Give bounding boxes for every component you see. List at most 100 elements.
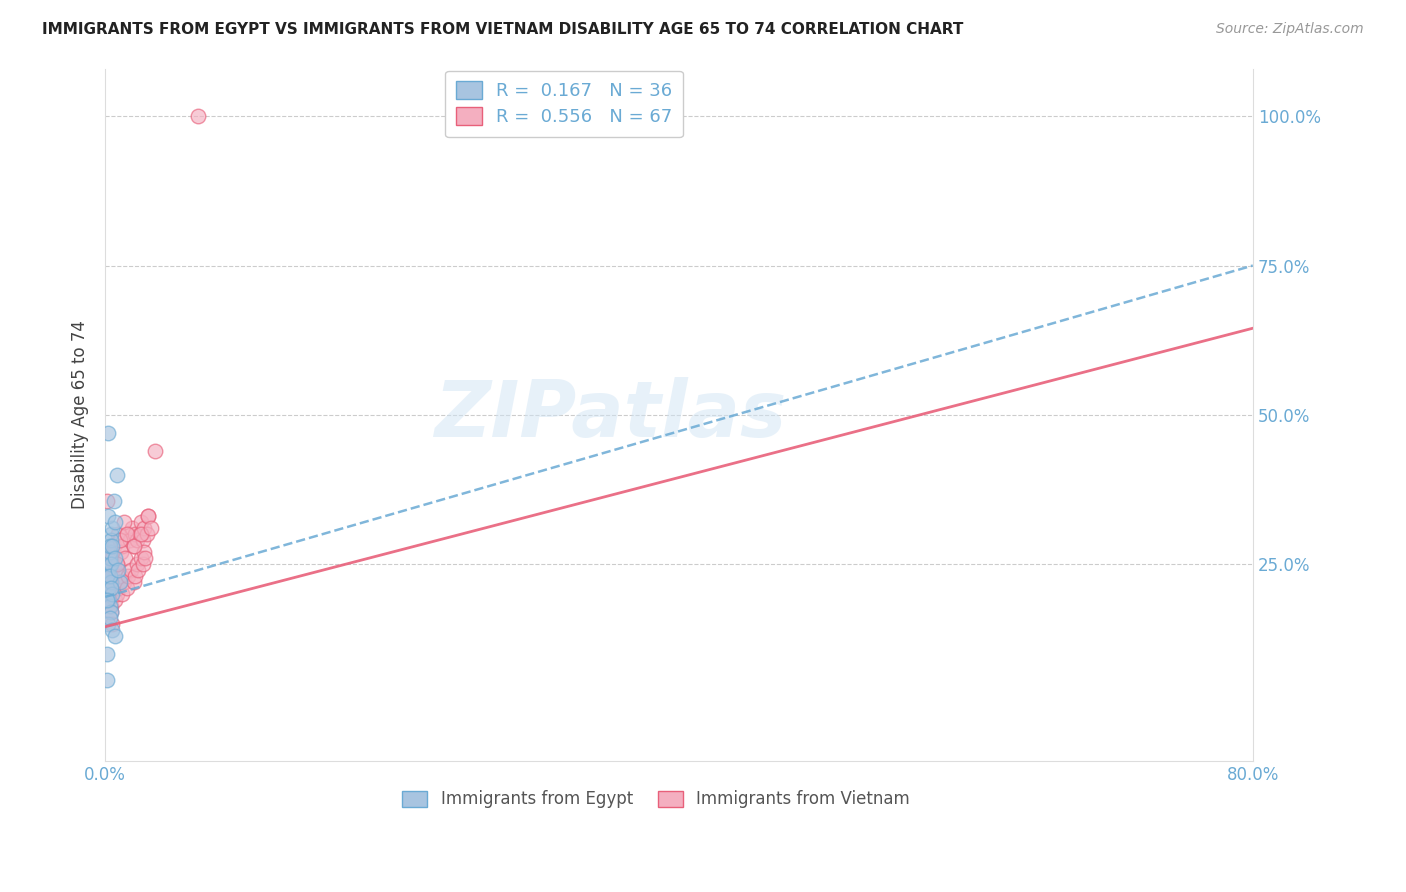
Point: [124, 527, 146, 541]
Point: [122, 539, 145, 553]
Point: [104, 515, 127, 529]
Point: [111, 587, 134, 601]
Point: [120, 563, 142, 577]
Point: [108, 533, 131, 548]
Text: ZIPatlas: ZIPatlas: [434, 376, 786, 453]
Point: [104, 629, 127, 643]
Point: [98, 569, 121, 583]
Point: [98, 574, 121, 589]
Point: [107, 581, 129, 595]
Point: [97, 581, 120, 595]
Point: [98, 539, 121, 553]
Point: [97, 587, 120, 601]
Point: [131, 557, 153, 571]
Point: [97, 425, 120, 440]
Point: [136, 509, 159, 524]
Point: [104, 563, 127, 577]
Point: [101, 551, 124, 566]
Point: [101, 539, 124, 553]
Point: [103, 574, 125, 589]
Y-axis label: Disability Age 65 to 74: Disability Age 65 to 74: [72, 320, 89, 509]
Point: [105, 557, 128, 571]
Point: [110, 569, 132, 583]
Point: [136, 509, 159, 524]
Point: [108, 574, 131, 589]
Point: [145, 443, 167, 458]
Point: [97, 569, 120, 583]
Point: [128, 527, 150, 541]
Point: [97, 593, 120, 607]
Point: [97, 569, 120, 583]
Point: [134, 551, 156, 566]
Point: [98, 574, 121, 589]
Point: [98, 587, 121, 601]
Point: [96, 673, 118, 688]
Point: [104, 551, 127, 566]
Point: [107, 527, 129, 541]
Point: [101, 581, 124, 595]
Point: [124, 569, 146, 583]
Point: [100, 574, 122, 589]
Point: [96, 647, 118, 661]
Point: [122, 539, 145, 553]
Point: [100, 557, 122, 571]
Point: [132, 545, 155, 559]
Point: [98, 599, 121, 613]
Point: [100, 533, 122, 548]
Point: [103, 494, 125, 508]
Point: [125, 533, 148, 548]
Point: [187, 109, 209, 123]
Point: [112, 515, 135, 529]
Point: [100, 527, 122, 541]
Point: [100, 605, 122, 619]
Point: [108, 574, 131, 589]
Point: [115, 527, 138, 541]
Point: [97, 563, 120, 577]
Point: [97, 563, 120, 577]
Point: [101, 623, 124, 637]
Point: [110, 545, 132, 559]
Point: [117, 569, 139, 583]
Point: [98, 611, 121, 625]
Point: [98, 545, 121, 559]
Point: [112, 574, 135, 589]
Point: [97, 509, 120, 524]
Point: [114, 551, 136, 566]
Point: [97, 593, 120, 607]
Point: [105, 557, 128, 571]
Point: [98, 587, 121, 601]
Point: [96, 574, 118, 589]
Point: [104, 593, 127, 607]
Point: [101, 616, 124, 631]
Point: [97, 616, 120, 631]
Legend: Immigrants from Egypt, Immigrants from Vietnam: Immigrants from Egypt, Immigrants from V…: [395, 784, 917, 815]
Point: [100, 581, 122, 595]
Point: [122, 574, 145, 589]
Point: [111, 539, 134, 553]
Point: [96, 593, 118, 607]
Point: [107, 563, 129, 577]
Point: [96, 574, 118, 589]
Point: [98, 551, 121, 566]
Point: [115, 581, 138, 595]
Point: [96, 494, 118, 508]
Point: [105, 587, 128, 601]
Point: [139, 521, 162, 535]
Point: [115, 527, 138, 541]
Point: [131, 533, 153, 548]
Point: [101, 587, 124, 601]
Point: [135, 527, 157, 541]
Point: [103, 539, 125, 553]
Point: [127, 563, 149, 577]
Point: [121, 521, 143, 535]
Point: [101, 521, 124, 535]
Point: [132, 521, 155, 535]
Point: [105, 467, 128, 482]
Point: [118, 533, 141, 548]
Text: IMMIGRANTS FROM EGYPT VS IMMIGRANTS FROM VIETNAM DISABILITY AGE 65 TO 74 CORRELA: IMMIGRANTS FROM EGYPT VS IMMIGRANTS FROM…: [42, 22, 963, 37]
Point: [98, 557, 121, 571]
Point: [96, 587, 118, 601]
Point: [100, 605, 122, 619]
Point: [129, 551, 152, 566]
Point: [125, 557, 148, 571]
